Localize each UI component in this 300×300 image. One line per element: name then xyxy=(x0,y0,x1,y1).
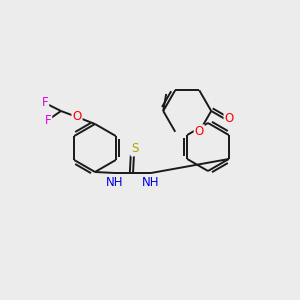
Text: NH: NH xyxy=(142,176,160,190)
Text: S: S xyxy=(131,142,139,155)
Text: NH: NH xyxy=(106,176,124,190)
Text: O: O xyxy=(195,125,204,138)
Text: O: O xyxy=(224,112,234,124)
Text: O: O xyxy=(72,110,82,124)
Text: F: F xyxy=(45,113,51,127)
Text: F: F xyxy=(42,97,48,110)
